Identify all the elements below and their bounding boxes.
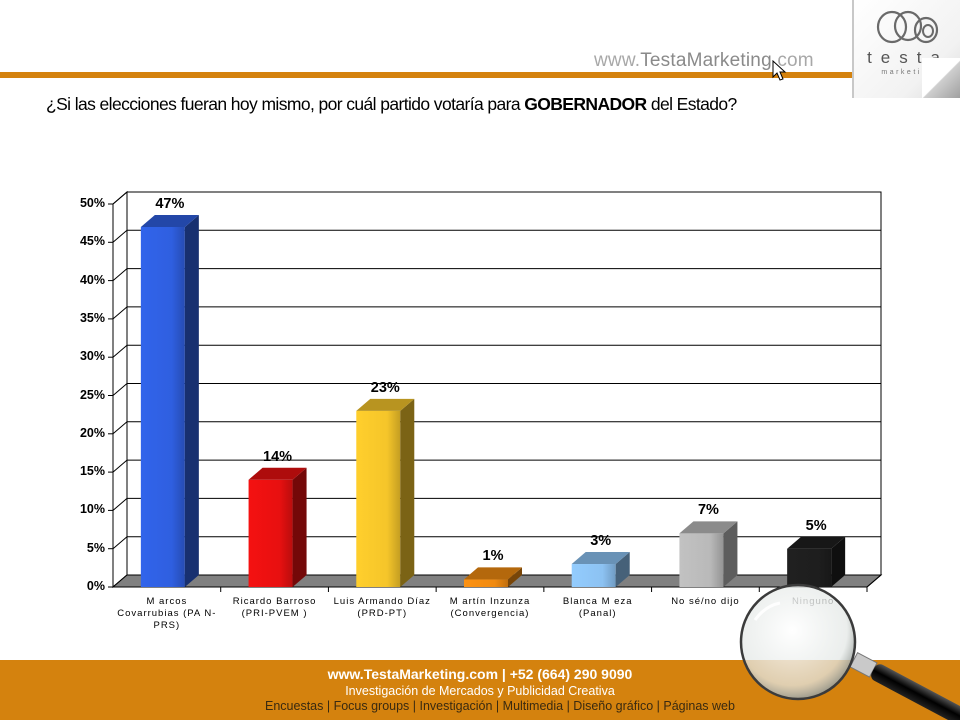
y-tick-label: 35% [79,310,105,325]
value-label: 1% [482,548,504,565]
site-url: www.TestaMarketing.com [594,50,814,72]
survey-question: ¿Si las elecciones fueran hoy mismo, por… [46,94,737,115]
question-text-3: del Estado? [646,94,737,114]
x-category-label: Blanca M eza (Panal) [562,596,633,619]
site-url-prefix: www. [594,50,641,71]
logo-rings-icon [876,10,939,44]
question-emphasis: GOBERNADOR [524,94,647,114]
footer-contact: www.TestaMarketing.com | +52 (664) 290 9… [327,666,633,682]
bar [140,226,185,588]
mouse-cursor-icon [772,60,787,81]
value-label: 23% [370,379,400,396]
header-rule [0,72,858,78]
y-tick-label: 50% [79,196,105,210]
page-curl [922,58,960,98]
question-text-1: ¿Si las elecciones fueran hoy mismo, por… [46,94,525,114]
value-label: 3% [590,533,612,550]
bar [571,564,616,587]
value-label: 14% [263,448,293,465]
x-category-label: Ricardo Barroso (PRI-PVEM ) [232,596,317,619]
y-tick-label: 10% [79,502,105,517]
testa-logo: testa marketing [852,0,960,98]
x-category-label: Ninguno [791,596,835,607]
bar [787,548,832,587]
footer-tagline: Investigación de Mercados y Publicidad C… [345,684,615,698]
x-category-label: No sé/no dijo [671,596,740,607]
y-tick-label: 0% [86,579,105,593]
bar-chart [108,190,883,592]
y-tick-label: 25% [79,387,105,402]
value-label: 5% [805,517,827,534]
y-tick-label: 5% [86,540,105,555]
y-tick-label: 40% [79,272,105,287]
value-label: 7% [697,502,719,519]
value-label: 47% [155,195,185,212]
bar [248,479,293,587]
site-url-suffix: .com [771,50,814,71]
footer-services: Encuestas | Focus groups | Investigación… [265,699,735,713]
bar [464,579,508,587]
y-tick-label: 30% [79,349,105,364]
bar [356,410,401,587]
logo-subtitle: marketing [881,69,935,76]
x-category-label: M arcos Covarrubias (PA N- PRS) [117,596,217,631]
site-url-brand: TestaMarketing [640,50,772,71]
x-category-label: M artín Inzunza (Convergencia) [449,596,531,619]
bar [679,533,724,587]
logo-word: testa [867,48,949,67]
y-tick-label: 20% [79,425,105,440]
y-tick-label: 45% [79,234,105,249]
y-tick-label: 15% [79,464,105,479]
x-category-label: Luis Armando Díaz (PRD-PT) [333,596,431,619]
